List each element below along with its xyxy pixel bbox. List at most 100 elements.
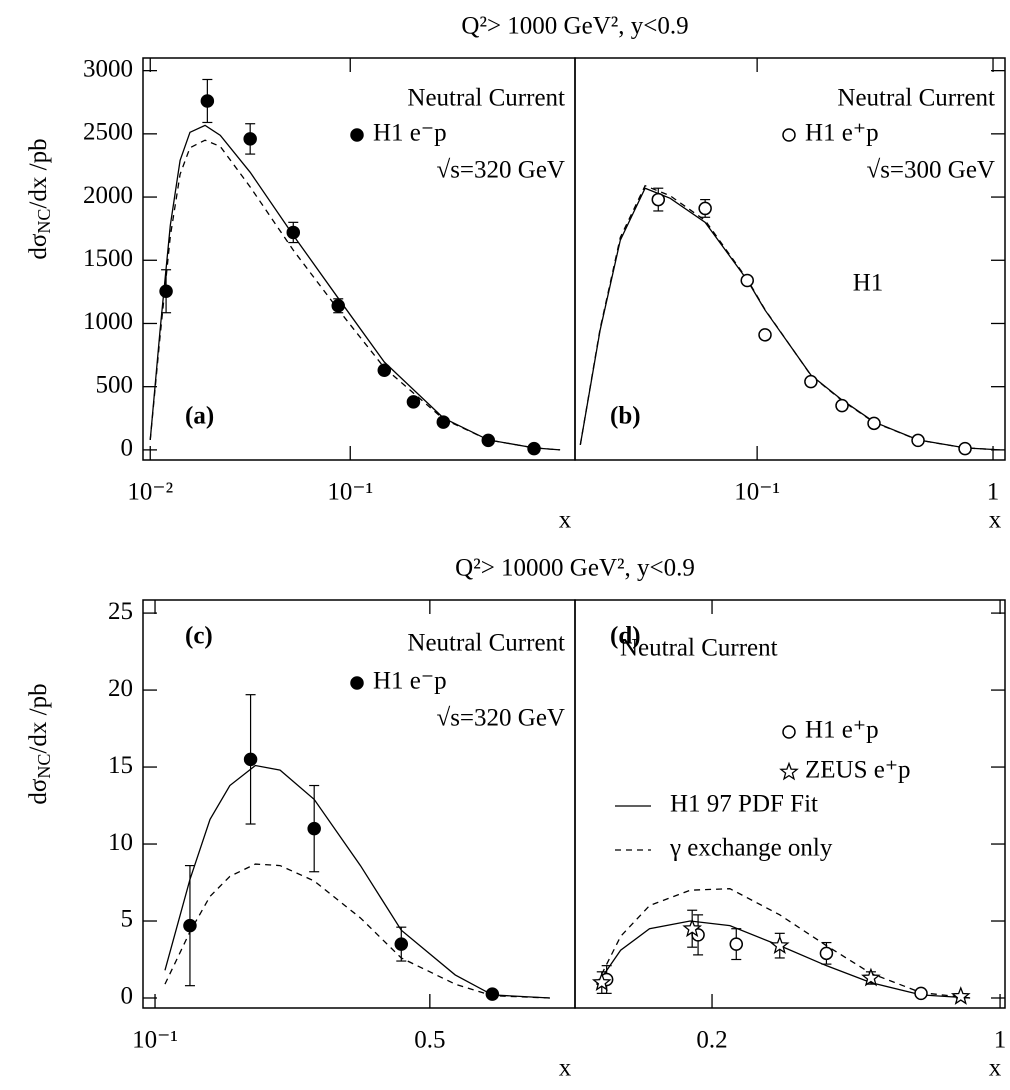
energy-label: √s=320 GeV xyxy=(436,157,565,184)
filled-marker xyxy=(436,415,451,429)
open-marker xyxy=(867,416,881,431)
chart-title: Q²> 10000 GeV², y<0.9 xyxy=(455,555,695,582)
annotation: Neutral Current xyxy=(837,85,995,112)
y-axis-label-part: dσ xyxy=(25,778,52,805)
filled-marker xyxy=(377,363,392,377)
open-marker xyxy=(698,201,712,216)
x-axis-label: x xyxy=(989,507,1002,534)
plot-frame xyxy=(574,57,1006,461)
y-tick-label: 5 xyxy=(121,906,134,933)
y-axis-label-part: /dx /pb xyxy=(25,683,52,753)
open-marker xyxy=(651,192,666,207)
filled-marker xyxy=(485,987,500,1001)
y-tick-label: 1000 xyxy=(83,308,133,335)
energy-label: √s=320 GeV xyxy=(436,705,565,732)
filled-marker xyxy=(159,284,173,298)
x-tick-label: 10⁻¹ xyxy=(327,479,373,506)
y-axis-label-part: NC xyxy=(34,754,54,779)
star-marker xyxy=(779,761,799,781)
legend-label: H1 e⁻p xyxy=(373,668,447,695)
x-tick-label: 1 xyxy=(994,1027,1007,1054)
x-tick-label: 1 xyxy=(987,479,1000,506)
open-marker xyxy=(819,946,834,961)
curve xyxy=(596,920,971,999)
legend-label: γ exchange only xyxy=(669,835,833,862)
star-marker xyxy=(591,972,612,991)
open-marker xyxy=(729,937,744,951)
x-axis-label: x xyxy=(989,1055,1002,1082)
panel-label: (d) xyxy=(610,623,641,650)
x-tick-label: 0.2 xyxy=(696,1027,727,1054)
panel-label: (c) xyxy=(185,623,213,650)
filled-marker xyxy=(331,299,345,313)
x-tick-label: 10⁻¹ xyxy=(734,479,780,506)
star-marker xyxy=(950,986,971,1005)
open-marker xyxy=(782,725,796,739)
curve xyxy=(149,139,561,451)
y-axis-label-part: dσ xyxy=(25,233,52,260)
filled-marker xyxy=(527,441,541,456)
open-marker xyxy=(782,128,796,142)
star-marker xyxy=(769,935,790,955)
curve xyxy=(164,863,550,999)
y-axis-label: dσNC/dx /pb xyxy=(25,683,54,804)
y-tick-label: 500 xyxy=(96,371,134,398)
star-marker xyxy=(861,967,881,987)
filled-marker xyxy=(350,676,364,690)
y-axis-label-part: NC xyxy=(34,209,54,234)
plot-frame xyxy=(142,599,576,1009)
filled-marker xyxy=(481,433,496,448)
chart-title: Q²> 1000 GeV², y<0.9 xyxy=(461,13,688,40)
filled-marker xyxy=(183,918,197,933)
open-marker xyxy=(740,273,754,288)
filled-marker xyxy=(307,821,321,836)
open-marker xyxy=(958,441,972,456)
filled-marker xyxy=(394,937,409,951)
annotation: Neutral Current xyxy=(620,635,778,662)
open-marker xyxy=(758,328,772,342)
curve xyxy=(579,184,1000,451)
annotation: Neutral Current xyxy=(407,630,565,657)
legend-label: H1 e⁺p xyxy=(805,717,879,744)
open-marker xyxy=(804,374,818,389)
star-marker xyxy=(682,918,703,938)
annotation: Neutral Current xyxy=(407,85,565,112)
y-tick-label: 3000 xyxy=(83,55,133,82)
panel-label: (a) xyxy=(185,403,214,430)
filled-marker xyxy=(350,128,364,142)
x-tick-label: 10⁻¹ xyxy=(132,1027,178,1054)
x-axis-label: x xyxy=(559,1055,572,1082)
filled-marker xyxy=(286,225,301,240)
panel-label: (b) xyxy=(610,403,641,430)
legend-label: H1 e⁺p xyxy=(805,120,879,147)
y-tick-label: 1500 xyxy=(83,245,133,272)
legend-label: ZEUS e⁺p xyxy=(805,757,911,784)
legend-label: H1 e⁻p xyxy=(373,120,447,147)
y-tick-label: 25 xyxy=(108,598,133,625)
energy-label: √s=300 GeV xyxy=(866,157,995,184)
filled-marker xyxy=(200,94,215,108)
y-tick-label: 2000 xyxy=(83,182,133,209)
y-axis-label-part: /dx /pb xyxy=(25,138,52,208)
filled-marker xyxy=(406,395,421,409)
y-tick-label: 10 xyxy=(108,829,133,856)
plot-frame xyxy=(574,599,1006,1009)
curve xyxy=(164,764,550,999)
curve xyxy=(579,187,1000,451)
y-tick-label: 20 xyxy=(108,675,133,702)
filled-marker xyxy=(243,752,258,767)
y-axis-label: dσNC/dx /pb xyxy=(25,138,54,259)
y-tick-label: 15 xyxy=(108,752,133,779)
open-marker xyxy=(835,398,849,413)
y-tick-label: 0 xyxy=(121,983,134,1010)
x-axis-label: x xyxy=(559,507,572,534)
experiment-logo: H1 xyxy=(853,270,884,297)
legend-label: H1 97 PDF Fit xyxy=(670,791,818,818)
filled-marker xyxy=(243,132,257,146)
y-tick-label: 2500 xyxy=(83,119,133,146)
y-tick-label: 0 xyxy=(121,435,134,462)
x-tick-label: 10⁻² xyxy=(127,479,173,506)
open-marker xyxy=(911,433,925,448)
